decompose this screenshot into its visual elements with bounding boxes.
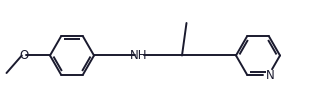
- Text: O: O: [19, 49, 29, 62]
- Text: NH: NH: [130, 49, 147, 61]
- Text: N: N: [266, 69, 275, 82]
